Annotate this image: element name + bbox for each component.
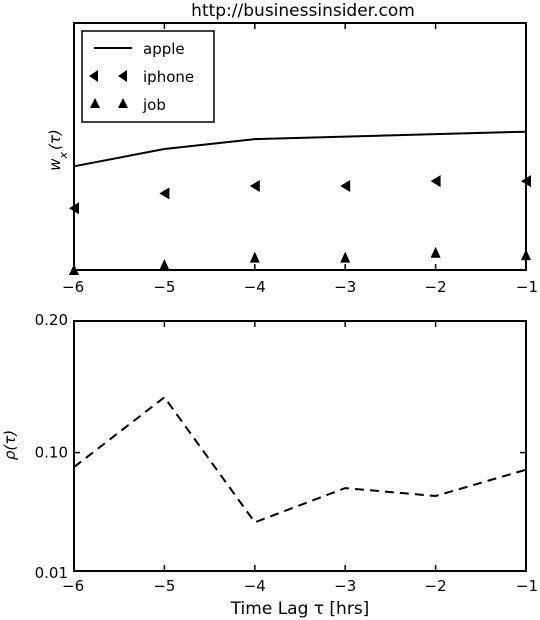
bottom-y-tick-label: 0.10: [35, 444, 68, 462]
top-panel: http://businessinsider.com wx(τ) −6 −5 −4 −…: [46, 1, 538, 296]
top-plot-frame: [73, 22, 527, 271]
bottom-series-marks: [73, 395, 527, 524]
data-point-iphone-2: [249, 180, 260, 193]
legend-job-marker-2: [118, 98, 128, 108]
bottom-y-tick-label: 0.01: [35, 564, 68, 582]
legend-box: [81, 30, 215, 123]
bottom-panel: ρ(τ) 0.01 0.10 0.20 −6 −5 −4 −3 −2 −1 Time Lag …: [1, 311, 538, 619]
bottom-y-ticks: 0.01 0.10 0.20: [35, 311, 526, 582]
top-y-label-arg: (τ): [46, 129, 64, 150]
bottom-plot-frame: [73, 320, 527, 572]
top-x-tick-label: −1: [516, 278, 538, 296]
bottom-x-tick-label: −4: [244, 577, 266, 595]
data-point-job-2: [249, 251, 260, 263]
bottom-x-tick-label: −6: [62, 577, 84, 595]
legend-job-marker-1: [90, 98, 100, 108]
data-point-job-3: [340, 251, 351, 263]
data-point-iphone-1: [159, 187, 170, 200]
top-series-marks: [69, 130, 531, 275]
bottom-y-tick-label: 0.20: [35, 311, 68, 329]
bottom-x-tick-label: −3: [334, 577, 356, 595]
data-point-iphone-3: [340, 180, 351, 193]
bottom-x-ticks: −6 −5 −4 −3 −2 −1: [62, 321, 538, 595]
legend-apple-label: apple: [143, 40, 185, 58]
top-y-label-sub: x: [57, 151, 70, 159]
series-line-apple: [73, 130, 527, 168]
legend-iphone-label: iphone: [143, 68, 194, 86]
legend-iphone-marker-2: [118, 70, 127, 82]
bottom-x-tick-label: −2: [425, 577, 447, 595]
top-legend: apple iphone job: [81, 30, 215, 123]
data-point-iphone-4: [430, 175, 441, 188]
top-x-tick-label: −5: [153, 278, 175, 296]
top-y-axis-label: wx(τ): [46, 129, 70, 171]
top-y-label-main: w: [46, 158, 64, 171]
legend-job-label: job: [142, 96, 166, 114]
data-point-job-4: [430, 246, 441, 258]
top-x-tick-label: −4: [244, 278, 266, 296]
bottom-x-tick-label: −5: [153, 577, 175, 595]
legend-iphone-marker-1: [89, 70, 98, 82]
top-x-tick-label: −2: [425, 278, 447, 296]
series-line-dashed: [73, 395, 527, 524]
bottom-x-axis-label: Time Lag τ [hrs]: [230, 599, 370, 619]
bottom-y-axis-label: ρ(τ): [1, 430, 19, 460]
bottom-x-tick-label: −1: [516, 577, 538, 595]
top-chart-title: http://businessinsider.com: [191, 1, 415, 21]
top-x-tick-label: −6: [62, 278, 84, 296]
top-x-tick-label: −3: [334, 278, 356, 296]
